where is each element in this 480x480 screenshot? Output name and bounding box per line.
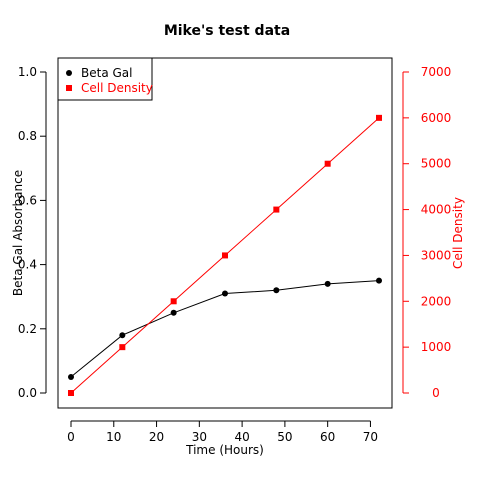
legend: Beta Gal Cell Density bbox=[57, 57, 153, 101]
x-axis: 0 10 20 30 40 50 60 70 bbox=[67, 420, 378, 444]
data-point-beta-gal bbox=[68, 373, 74, 380]
y-axis-left: 0.0 0.2 0.4 0.6 0.8 1.0 bbox=[18, 65, 47, 400]
y-left-tick-label: 0.2 bbox=[18, 322, 37, 336]
y-right-tick-label: 4000 bbox=[421, 203, 452, 217]
data-point-cell-density bbox=[68, 390, 74, 396]
legend-marker-beta-gal bbox=[66, 70, 72, 76]
x-tick-label: 20 bbox=[149, 430, 164, 444]
y-right-tick-label: 3000 bbox=[421, 248, 452, 262]
x-axis-label: Time (Hours) bbox=[185, 443, 264, 457]
data-point-cell-density bbox=[222, 252, 228, 259]
y-left-tick-label: 0.8 bbox=[18, 129, 37, 143]
legend-box bbox=[57, 57, 153, 101]
legend-marker-cell-density bbox=[66, 85, 72, 91]
y-left-tick-label: 0.6 bbox=[18, 193, 37, 207]
y-right-tick-label: 6000 bbox=[421, 111, 452, 125]
data-point-beta-gal bbox=[170, 309, 177, 316]
legend-label-beta-gal: Beta Gal bbox=[81, 66, 132, 80]
x-tick-label: 50 bbox=[277, 430, 292, 444]
data-point-beta-gal bbox=[273, 287, 280, 294]
x-tick-label: 0 bbox=[67, 430, 75, 444]
data-point-cell-density bbox=[273, 206, 280, 213]
chart-title: Mike's test data bbox=[164, 23, 290, 39]
y-axis-right-label: Cell Density bbox=[451, 197, 465, 269]
data-point-cell-density bbox=[376, 114, 382, 121]
data-point-beta-gal bbox=[222, 290, 228, 297]
y-right-tick-label: 0 bbox=[432, 386, 440, 400]
y-right-tick-label: 1000 bbox=[421, 340, 452, 354]
y-left-tick-label: 0.0 bbox=[18, 386, 37, 400]
y-left-tick-label: 0.4 bbox=[18, 258, 37, 272]
series-layer bbox=[68, 114, 382, 396]
x-tick-label: 10 bbox=[106, 430, 121, 444]
y-axis-left-label: Beta Gal Absorbance bbox=[11, 170, 25, 296]
data-point-cell-density bbox=[170, 298, 177, 305]
data-point-beta-gal bbox=[376, 277, 382, 284]
data-point-beta-gal bbox=[119, 332, 126, 339]
x-tick-label: 70 bbox=[363, 430, 378, 444]
y-left-tick-label: 1.0 bbox=[18, 65, 37, 79]
y-axis-right: 0 1000 2000 3000 4000 5000 6000 7000 bbox=[402, 65, 452, 400]
x-tick-label: 30 bbox=[192, 430, 207, 444]
legend-label-cell-density: Cell Density bbox=[81, 81, 153, 95]
data-point-beta-gal bbox=[324, 280, 331, 287]
data-point-cell-density bbox=[119, 344, 126, 351]
plot-area-frame bbox=[57, 57, 393, 409]
data-point-cell-density bbox=[324, 160, 331, 167]
y-right-tick-label: 5000 bbox=[421, 157, 452, 171]
y-right-tick-label: 7000 bbox=[421, 65, 452, 79]
x-tick-label: 60 bbox=[320, 430, 335, 444]
x-tick-label: 40 bbox=[234, 430, 249, 444]
y-right-tick-label: 2000 bbox=[421, 294, 452, 308]
